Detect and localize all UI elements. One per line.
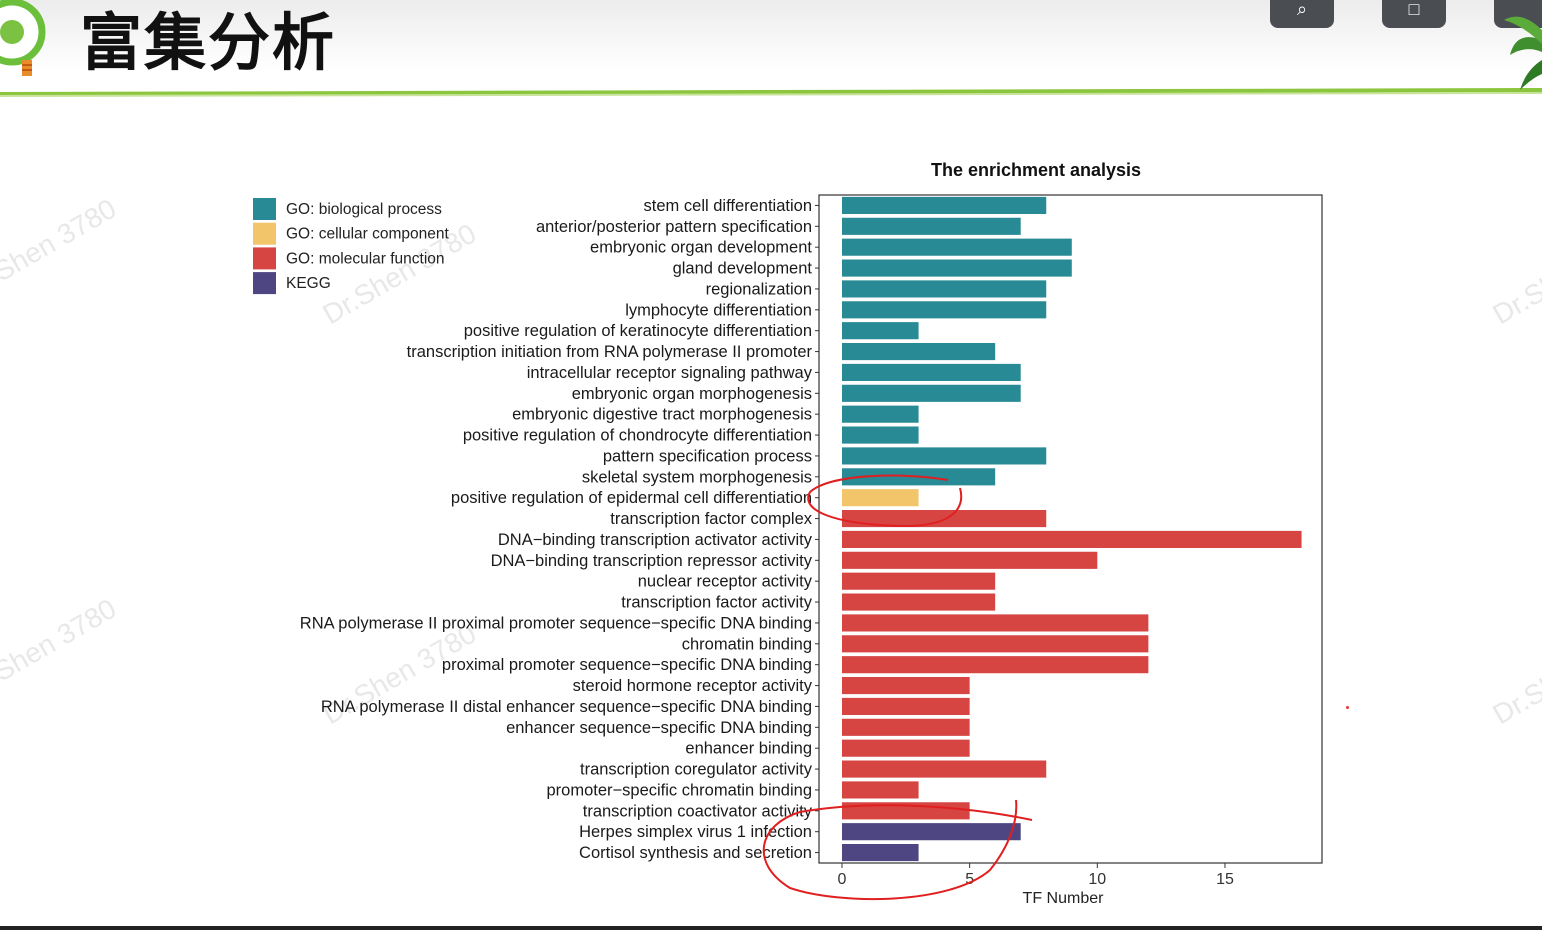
bar — [841, 677, 970, 695]
bar — [841, 280, 1047, 298]
x-axis: 0 5 10 15 — [838, 863, 1234, 888]
legend-swatch — [253, 247, 276, 270]
annotation-circle-bottom — [762, 799, 1033, 901]
legend-label: GO: cellular component — [286, 226, 450, 243]
category-label: DNA−binding transcription repressor acti… — [491, 552, 813, 570]
bar — [841, 593, 996, 611]
bar — [841, 718, 970, 736]
bar — [841, 697, 970, 715]
category-label: anterior/posterior pattern specification — [536, 218, 812, 236]
category-label: promoter−specific chromatin binding — [546, 781, 812, 799]
category-label: RNA polymerase II proximal promoter sequ… — [300, 614, 812, 632]
category-label: intracellular receptor signaling pathway — [527, 364, 813, 382]
window-icon: □ — [1408, 0, 1420, 19]
bar — [841, 363, 1021, 381]
legend-label: KEGG — [286, 275, 331, 292]
bottom-border — [0, 926, 1542, 930]
annotation-circle-top — [807, 474, 963, 528]
x-axis-label: TF Number — [1023, 890, 1105, 907]
x-tick-label: 5 — [965, 871, 974, 888]
category-label-layer: stem cell differentiation anterior/poster… — [300, 197, 819, 862]
category-label: Herpes simplex virus 1 infection — [579, 823, 812, 841]
bar — [841, 635, 1149, 653]
watermark-text: Dr.Shen 3780 — [0, 193, 121, 305]
bar — [841, 384, 1021, 402]
logo-icon — [0, 0, 46, 76]
category-label: transcription factor complex — [610, 510, 812, 528]
category-label: positive regulation of keratinocyte diff… — [464, 322, 812, 340]
category-label: Cortisol synthesis and secretion — [579, 844, 812, 862]
bar — [841, 196, 1047, 214]
category-label: transcription factor activity — [621, 594, 812, 612]
bar — [841, 572, 996, 590]
header-divider — [0, 88, 1542, 97]
bar — [841, 217, 1021, 235]
bar — [841, 614, 1149, 632]
bar — [841, 530, 1302, 548]
zoom-icon: ⌕ — [1296, 0, 1308, 19]
category-label: positive regulation of chondrocyte diffe… — [463, 427, 812, 445]
category-label: embryonic digestive tract morphogenesis — [512, 406, 812, 424]
legend-swatch — [253, 222, 276, 245]
bar — [841, 656, 1149, 674]
annotation-dot — [1346, 706, 1349, 709]
category-label: proximal promoter sequence−specific DNA … — [442, 656, 812, 674]
category-label: lymphocyte differentiation — [625, 301, 812, 319]
x-tick-label: 15 — [1216, 871, 1234, 888]
bar — [841, 447, 1047, 465]
legend-swatch — [253, 272, 276, 295]
category-label: steroid hormone receptor activity — [573, 677, 813, 695]
slide-title: 富集分析 — [80, 6, 337, 79]
bar — [841, 551, 1098, 569]
bar — [841, 259, 1072, 277]
window-button[interactable]: □ — [1382, 0, 1446, 28]
category-label: nuclear receptor activity — [638, 573, 813, 591]
chart-title: The enrichment analysis — [931, 160, 1141, 180]
category-label: chromatin binding — [682, 635, 812, 653]
bar — [841, 739, 970, 757]
bar — [841, 426, 919, 444]
category-label: DNA−binding transcription activator acti… — [498, 531, 813, 549]
watermark-text: Dr.Shen 3780 — [1488, 618, 1542, 730]
category-label: regionalization — [706, 280, 812, 298]
plant-icon — [1504, 16, 1542, 90]
x-tick-label: 10 — [1088, 871, 1106, 888]
category-label: embryonic organ morphogenesis — [572, 385, 812, 403]
category-label: pattern specification process — [603, 447, 812, 465]
bar — [841, 823, 1021, 841]
category-label: skeletal system morphogenesis — [582, 468, 812, 486]
bar — [841, 238, 1072, 256]
category-label: gland development — [673, 260, 813, 278]
bar — [841, 322, 919, 340]
bar — [841, 781, 919, 799]
category-label: enhancer binding — [685, 740, 812, 758]
hand-drawn-annotations — [762, 474, 1033, 901]
bar — [841, 343, 996, 361]
legend-label: GO: molecular function — [286, 250, 445, 267]
bar — [841, 405, 919, 423]
category-label: transcription initiation from RNA polyme… — [407, 343, 813, 361]
bar — [841, 844, 919, 862]
legend: GO: biological process GO: cellular compo… — [253, 198, 450, 295]
category-label: transcription coactivator activity — [583, 802, 813, 820]
zoom-button[interactable]: ⌕ — [1270, 0, 1334, 28]
watermark-text: Dr.Shen 3780 — [1488, 218, 1542, 330]
category-label: positive regulation of epidermal cell di… — [451, 489, 812, 507]
category-label: RNA polymerase II distal enhancer sequen… — [321, 698, 812, 716]
legend-label: GO: biological process — [286, 201, 442, 218]
watermark-text: Dr.Shen 3780 — [0, 593, 121, 705]
category-label: embryonic organ development — [590, 239, 812, 257]
legend-swatch — [253, 198, 276, 220]
category-label: enhancer sequence−specific DNA binding — [506, 719, 812, 737]
bar — [841, 301, 1047, 319]
category-label: stem cell differentiation — [644, 197, 812, 215]
category-label: transcription coregulator activity — [580, 761, 813, 779]
bar — [841, 489, 919, 507]
bar-layer — [841, 196, 1302, 862]
x-tick-label: 0 — [838, 871, 847, 888]
bar — [841, 760, 1047, 778]
